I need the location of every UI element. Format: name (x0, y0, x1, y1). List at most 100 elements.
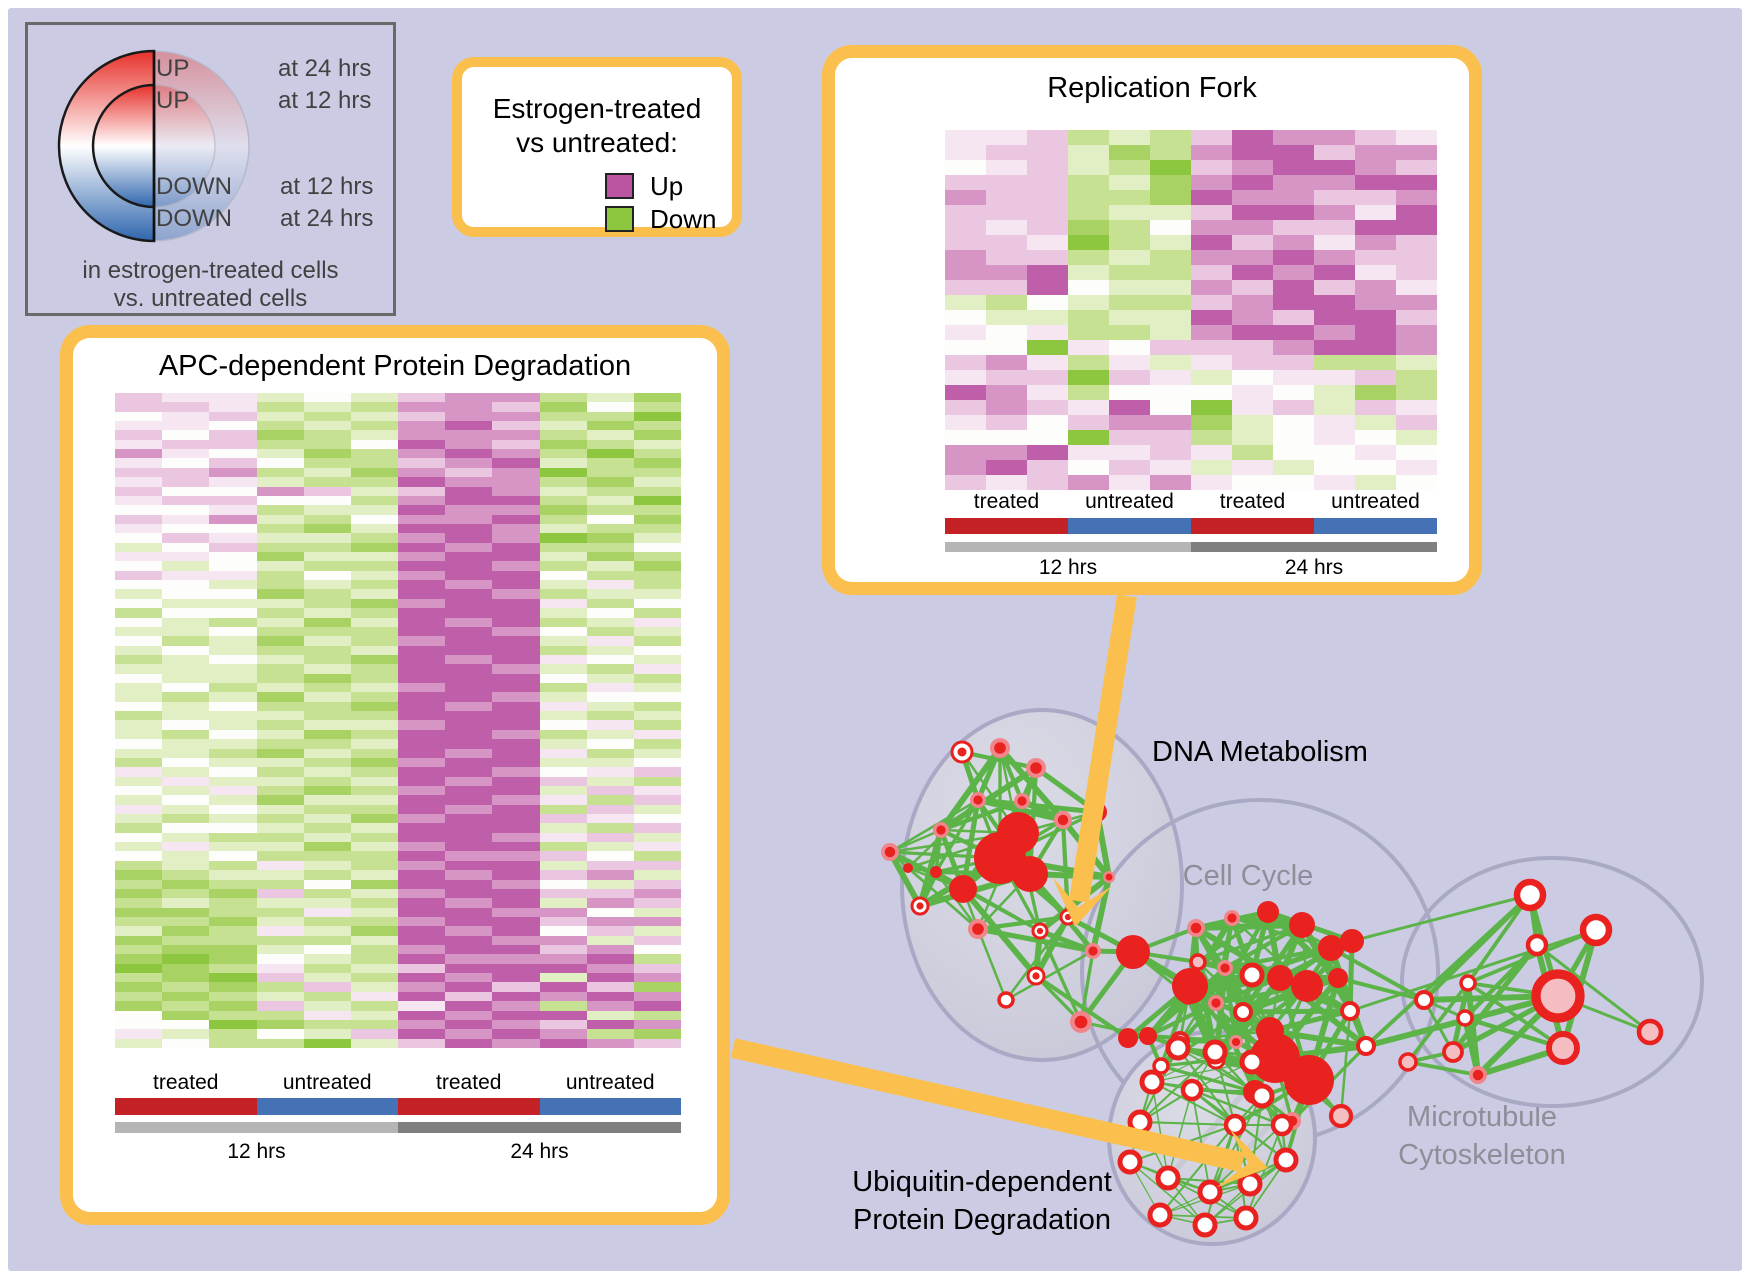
heatmap-cell (303, 823, 351, 833)
heatmap-cell (1068, 415, 1109, 430)
heatmap-cell (350, 945, 398, 955)
heatmap-cell (1150, 265, 1191, 280)
heatmap-cell (1273, 265, 1314, 280)
heatmap-cell (1314, 370, 1355, 385)
heatmap-cell (1109, 340, 1150, 355)
heatmap-cell (303, 626, 351, 637)
heatmap-cell (115, 757, 163, 768)
heatmap-cell (303, 683, 351, 693)
heatmap-cell (445, 1038, 493, 1048)
heatmap-cell (1027, 265, 1068, 280)
heatmap-cell (986, 385, 1027, 400)
untreated-bar (539, 1098, 681, 1115)
heatmap-cell (945, 475, 986, 490)
heatmap-cell (162, 411, 210, 422)
heatmap-cell (539, 954, 587, 964)
heatmap-cell (115, 402, 163, 412)
heatmap-cell (115, 589, 163, 599)
heatmap-cell (350, 458, 398, 468)
replication-fork-heatmap (945, 130, 1437, 490)
heatmap-cell (445, 393, 493, 403)
heatmap-cell (1109, 385, 1150, 400)
heatmap-cell (539, 795, 587, 805)
heatmap-cell (398, 552, 446, 562)
heatmap-cell (162, 430, 210, 440)
heatmap-cell (1273, 355, 1314, 370)
heatmap-cell (1396, 385, 1437, 400)
heatmap-cell (350, 542, 398, 553)
heatmap-cell (586, 393, 634, 403)
heatmap-cell (1068, 385, 1109, 400)
heatmap-cell (115, 449, 163, 459)
heatmap-cell (303, 926, 351, 936)
heatmap-cell (586, 814, 634, 824)
heatmap-cell (303, 739, 351, 749)
heatmap-cell (256, 402, 304, 412)
heatmap-cell (209, 1001, 257, 1011)
heatmap-cell (398, 879, 446, 889)
heatmap-cell (539, 991, 587, 1002)
heatmap-cell (633, 1010, 681, 1020)
heatmap-cell (1191, 415, 1232, 430)
heatmap-cell (1273, 205, 1314, 220)
heatmap-cell (1314, 175, 1355, 190)
heatmap-cell (586, 1019, 634, 1030)
heatmap-cell (256, 935, 304, 946)
heatmap-cell (350, 570, 398, 581)
heatmap-cell (115, 393, 163, 403)
heatmap-cell (445, 720, 493, 730)
heatmap-cell (539, 1038, 587, 1048)
heatmap-cell (633, 720, 681, 730)
heatmap-cell (398, 523, 446, 534)
heatmap-cell (1396, 460, 1437, 475)
heatmap-cell (445, 729, 493, 740)
heatmap-cell (492, 439, 540, 450)
heatmap-cell (586, 842, 634, 852)
heatmap-cell (350, 561, 398, 571)
heatmap-cell (492, 617, 540, 627)
heatmap-cell (586, 626, 634, 637)
heatmap-cell (303, 870, 351, 880)
heatmap-cell (633, 580, 681, 590)
heatmap-cell (445, 505, 493, 515)
heatmap-cell (492, 421, 540, 431)
heatmap-cell (256, 1029, 304, 1039)
heatmap-cell (162, 935, 210, 946)
heatmap-cell (303, 505, 351, 515)
heatmap-cell (1027, 130, 1068, 145)
heatmap-cell (350, 1019, 398, 1030)
heatmap-cell (633, 1029, 681, 1039)
heatmap-cell (1232, 415, 1273, 430)
heatmap-cell (350, 654, 398, 665)
heatmap-cell (1027, 235, 1068, 250)
heatmap-cell (1314, 445, 1355, 460)
heatmap-cell (162, 701, 210, 712)
heatmap-cell (492, 486, 540, 496)
heatmap-cell (539, 664, 587, 674)
heatmap-cell (1191, 190, 1232, 205)
heatmap-cell (586, 636, 634, 646)
heatmap-cell (445, 1010, 493, 1020)
heatmap-cell (1232, 445, 1273, 460)
heatmap-cell (492, 533, 540, 543)
heatmap-cell (492, 505, 540, 515)
heatmap-cell (586, 608, 634, 618)
heatmap-cell (1396, 445, 1437, 460)
heatmap-cell (586, 617, 634, 627)
heatmap-cell (256, 898, 304, 908)
heatmap-cell (303, 402, 351, 412)
heatmap-cell (986, 415, 1027, 430)
heatmap-cell (586, 907, 634, 917)
heatmap-cell (445, 561, 493, 571)
updown-footer-line1: in estrogen-treated cells (82, 257, 339, 284)
heatmap-cell (1232, 250, 1273, 265)
heatmap-cell (586, 580, 634, 590)
heatmap-cell (492, 804, 540, 815)
replication-fork-panel: Replication Fork treated untreated treat… (822, 45, 1482, 595)
heatmap-cell (256, 767, 304, 777)
heatmap-cell (539, 692, 587, 702)
heatmap-cell (1232, 400, 1273, 415)
heatmap-cell (586, 542, 634, 553)
heatmap-cell (398, 664, 446, 674)
heatmap-cell (1355, 235, 1396, 250)
